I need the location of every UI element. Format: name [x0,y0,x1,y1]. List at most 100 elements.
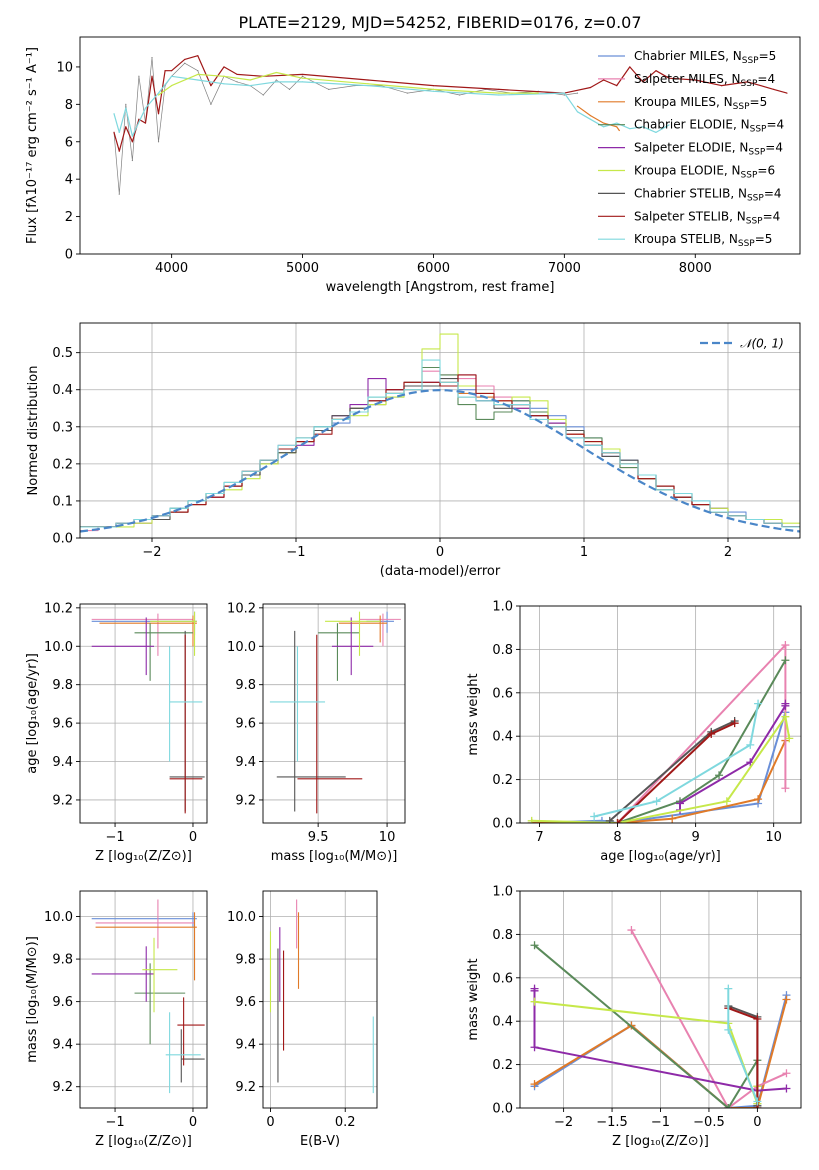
y-tick-label: 9.6 [52,995,73,1010]
axes-frame [79,322,801,539]
spectrum-point [603,122,605,124]
legend-label: 𝒩(0, 1) [740,337,784,351]
x-tick-label: −0.5 [693,1115,725,1130]
weight-point [530,986,539,995]
spectrum-point [668,77,670,79]
plot-area [91,611,205,814]
spectrum-point [223,66,225,68]
weight-point [754,795,763,804]
y-tick-label: 0.0 [52,532,73,547]
legend: 𝒩(0, 1) [700,337,784,351]
x-tick-label: 9 [691,830,699,845]
spectrum-point [328,88,330,90]
spectrum-point [616,122,618,124]
x-tick-label: 4000 [155,261,188,276]
y-axis-label: Normed distribution [26,366,41,496]
spectrum-point [223,75,225,77]
spectrum-point [249,79,251,81]
spectrum-point [171,85,173,87]
legend-label: Chabrier STELIB, NSSP=4 [634,186,782,203]
y-tick-label: 9.2 [52,1080,73,1095]
spectrum-point [618,129,620,132]
spectrum-point [616,126,618,128]
legend: Chabrier MILES, NSSP=5 Salpeter MILES, NS… [598,49,784,249]
y-axis-label: mass [log₁₀(M/M⊙)] [25,936,40,1063]
spectrum-point [131,135,133,137]
weight-point [781,712,790,721]
y-tick-label: 0.8 [492,643,513,658]
y-tick-label: 6 [65,135,73,150]
y-tick-label: 0.2 [52,457,73,472]
y-tick-label: 0.4 [492,730,513,745]
spectrum-point [144,107,147,109]
spectrum-point [275,79,277,81]
spectrum-point [694,79,696,81]
spectrum-point [131,141,133,143]
spectrum-point [655,131,657,134]
x-tick-label: 0 [189,830,197,845]
spectrum-point [432,90,435,92]
spectrum-point [589,114,592,117]
weight-line-salpeter-miles [630,929,787,1108]
spectrum-point [113,131,115,134]
spectrum-point [720,85,723,87]
spectrum-point [576,92,579,94]
panel-mass-age: 9.5 10 9.2 9.4 9.6 9.8 10.0 10.2 mass [log₁₀(M/M… [227,601,406,864]
legend-subscript: SSP [747,193,764,203]
plot-area [530,926,791,1108]
weight-point [590,812,599,821]
weight-point [724,984,733,993]
legend-label: Salpeter ELODIE, NSSP=4 [634,141,783,158]
legend-label: Salpeter MILES, NSSP=4 [634,72,775,89]
x-tick-label: −1 [651,1115,670,1130]
plot-area [113,55,788,195]
spectrum-point [642,81,644,83]
spectrum-point [197,73,199,76]
panel-spectrum: 4000 5000 6000 7000 8000 0 2 4 6 8 10 wavelength [A… [25,36,801,295]
weight-point [753,1097,762,1106]
y-tick-label: 0.5 [52,346,73,361]
axes-frame [262,890,378,1109]
plot-area [527,641,794,823]
weight-line-kroupa-miles [533,999,788,1108]
weight-point [754,699,763,708]
y-axis-label: age [log₁₀(age/yr)] [25,653,40,774]
x-tick-label: 0 [753,1115,761,1130]
spectrum-point [118,131,120,134]
spectrum-point [151,56,153,59]
weight-point [746,740,755,749]
x-tick-label: 8000 [679,261,712,276]
y-tick-label: 9.8 [235,953,256,968]
y-tick-label: 1.0 [492,600,513,615]
axes-frame [79,890,208,1109]
weight-point [715,771,724,780]
spectrum-point [367,85,369,87]
legend-label: Chabrier ELODIE, NSSP=4 [634,118,784,135]
x-tick-label: 10 [379,830,396,845]
spectrum-point [157,113,160,115]
x-tick-label: 5000 [286,261,319,276]
legend-subscript: SSP [741,171,758,181]
panel-z-age: −1 0 9.2 9.4 9.6 9.8 10.0 10.2 Z [log₁₀(Z/Z⊙)] ag… [25,601,208,864]
spectrum-point [576,105,579,107]
legend-label: Salpeter STELIB, NSSP=4 [634,209,780,226]
y-tick-label: 10.0 [44,640,73,655]
y-tick-label: 0.0 [492,817,513,832]
spectrum-point [786,92,788,94]
spectrum-point [118,193,120,195]
spectrum-point [171,70,173,72]
legend-subscript: SSP [733,102,750,112]
y-tick-label: 0.3 [52,420,73,435]
y-tick-label: 0.8 [492,928,513,943]
plot-area [269,899,374,1094]
x-axis-label: E(B-V) [300,1134,340,1149]
spectrum-point [459,94,461,96]
legend-count: =4 [765,141,783,155]
spectrum-point [406,92,408,94]
weight-point [722,797,731,806]
weight-point [597,816,606,823]
legend-count: =4 [766,118,784,132]
weight-point [668,814,677,823]
figure-title: PLATE=2129, MJD=54252, FIBERID=0176, z=0… [238,13,641,32]
